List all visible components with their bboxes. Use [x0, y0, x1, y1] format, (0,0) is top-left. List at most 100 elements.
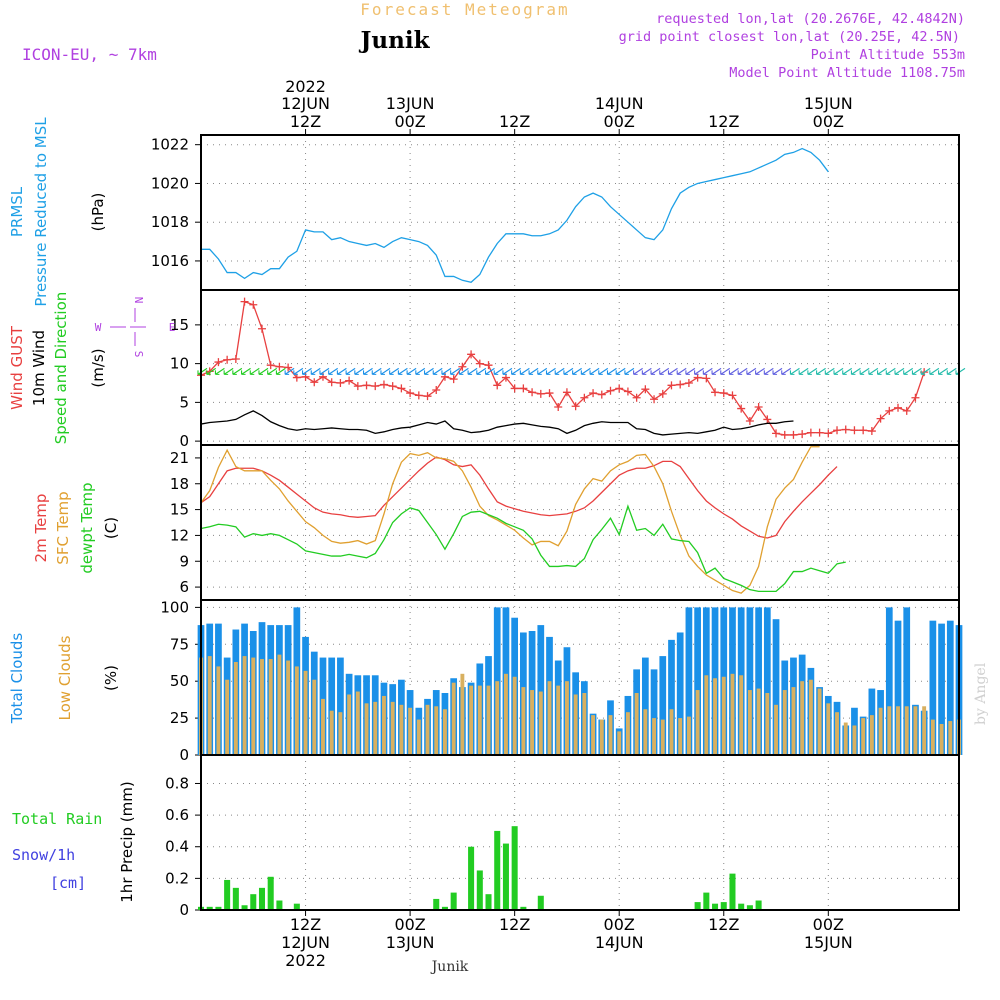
wind-direction-arrow [798, 367, 809, 375]
y-tick-label: 15 [170, 316, 189, 334]
low-cloud-bar [721, 676, 726, 755]
y-tick-label: 5 [179, 393, 189, 411]
gust-marker [789, 430, 798, 439]
low-cloud-bar [477, 685, 482, 755]
total-cloud-bar [685, 607, 693, 755]
y-tick-label: 0 [179, 746, 189, 764]
gust-marker [772, 429, 781, 438]
wind-direction-arrow [667, 367, 678, 375]
wind-direction-arrow [275, 367, 286, 375]
total-cloud-bar [676, 632, 684, 755]
wind-direction-arrow [615, 367, 626, 375]
wind-direction-arrow [737, 367, 748, 375]
wind-direction-arrow [293, 367, 304, 375]
gust-marker [467, 350, 476, 359]
10m-wind-line [200, 410, 794, 436]
wind-direction-arrow [223, 367, 234, 375]
footer-location: Junik [430, 959, 469, 975]
wind-direction-arrow [833, 367, 844, 375]
wind-direction-arrow [816, 367, 826, 375]
wind-direction-arrow [493, 367, 504, 375]
gust-marker [815, 428, 824, 437]
model-name: ICON-EU, ~ 7km [22, 45, 157, 64]
gust-marker [432, 385, 441, 394]
low-cloud-bar [538, 691, 543, 755]
gust-marker [597, 390, 606, 399]
low-cloud-bar [669, 709, 674, 755]
gust-marker [536, 389, 545, 398]
prmsl-line [201, 147, 829, 283]
gust-marker [571, 402, 580, 411]
wind-direction-arrow [746, 367, 757, 375]
gust-marker [658, 389, 667, 398]
compass-n: N [132, 297, 145, 304]
rain-bar [694, 902, 701, 910]
wind-direction-arrow [545, 367, 556, 375]
gust-marker [493, 381, 502, 390]
gust-marker [371, 382, 380, 391]
bottom-axis-year: 2022 [285, 951, 326, 970]
wind-direction-arrow [354, 367, 365, 375]
dewpt-temp-line [200, 504, 846, 593]
rain-bar [520, 906, 527, 910]
gust-marker [641, 385, 650, 394]
y-tick-label: 6 [179, 578, 189, 596]
rain-bar [293, 903, 300, 910]
wind-direction-arrow [328, 367, 338, 375]
wind-direction-arrow [728, 367, 739, 375]
wind-direction-arrow [241, 367, 251, 375]
rain-bar [241, 905, 248, 910]
wind-direction-arrow [606, 367, 617, 375]
low-cloud-bar [599, 719, 604, 755]
gust-marker [240, 297, 249, 306]
total-cloud-bar [938, 623, 945, 755]
bottom-axis-hour: 12Z [499, 915, 530, 934]
model-altitude: Model Point Altitude 1108.75m [729, 65, 965, 81]
rain-bar [215, 906, 222, 910]
low-cloud-bar [373, 701, 378, 755]
top-axis-hour: 12Z [499, 112, 530, 131]
wind-direction-arrow [258, 367, 269, 375]
gust-marker [737, 404, 746, 413]
panel-clouds: 0 25 50 75 100 Total Clouds Low Clouds (%) [8, 598, 963, 764]
top-axis-date: 13JUN [386, 94, 435, 113]
wind-direction-arrow [859, 367, 870, 375]
wind-direction-arrow [694, 367, 704, 375]
total-cloud-bar [746, 607, 754, 755]
rain-bar [441, 906, 448, 910]
gust-marker [484, 361, 493, 370]
low-cloud-bar [486, 685, 491, 755]
wind-direction-arrow [633, 367, 643, 375]
panel-wind: 0 5 10 15 N S W E Wind GUST 10m Wind Speed and Dir… [8, 289, 966, 450]
low-cloud-bar [747, 690, 752, 755]
compass-rose: N S W E [95, 297, 176, 358]
gust-marker [336, 379, 345, 387]
wind-direction-arrow [502, 367, 513, 375]
total-cloud-bar [668, 639, 675, 755]
wind-direction-arrow [580, 367, 591, 375]
bottom-axis-hour: 00Z [813, 915, 844, 934]
low-cloud-bar [739, 675, 744, 755]
low-cloud-bar [756, 688, 761, 755]
top-axis-date: 14JUN [595, 94, 644, 113]
low-cloud-bar [634, 693, 639, 755]
gust-marker [650, 395, 659, 404]
rain-bar [511, 826, 518, 910]
total-cloud-bar [929, 620, 937, 755]
low-cloud-bar [338, 712, 343, 755]
wind-direction-arrow [423, 367, 434, 375]
gust-marker [911, 393, 920, 402]
wind-direction-arrow [310, 367, 321, 375]
legend-snow-unit: [cm] [50, 874, 86, 892]
low-cloud-bar [852, 725, 857, 755]
low-cloud-bar [294, 666, 299, 755]
wind-direction-arrow [249, 367, 260, 375]
low-cloud-bar [355, 691, 360, 755]
gust-marker [275, 362, 284, 371]
low-cloud-bar [303, 670, 308, 755]
gust-marker [214, 358, 223, 367]
total-cloud-bar [763, 607, 771, 755]
low-cloud-bar [896, 706, 900, 755]
wind-direction-arrow [903, 367, 914, 375]
low-cloud-bar [939, 724, 944, 755]
